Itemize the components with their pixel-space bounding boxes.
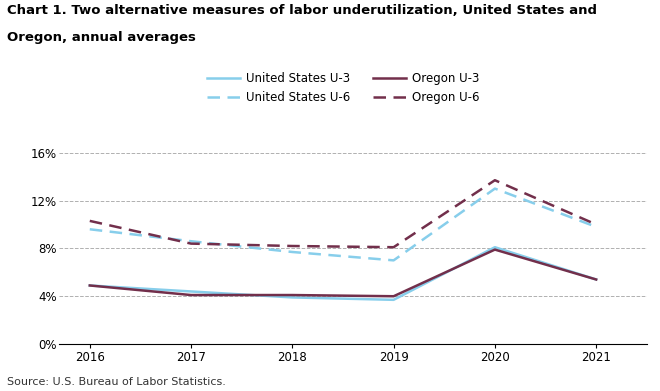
Legend: United States U-3, United States U-6, Oregon U-3, Oregon U-6: United States U-3, United States U-6, Or…	[207, 72, 480, 104]
Text: Oregon, annual averages: Oregon, annual averages	[7, 31, 195, 44]
Text: Chart 1. Two alternative measures of labor underutilization, United States and: Chart 1. Two alternative measures of lab…	[7, 4, 597, 17]
Text: Source: U.S. Bureau of Labor Statistics.: Source: U.S. Bureau of Labor Statistics.	[7, 377, 226, 387]
